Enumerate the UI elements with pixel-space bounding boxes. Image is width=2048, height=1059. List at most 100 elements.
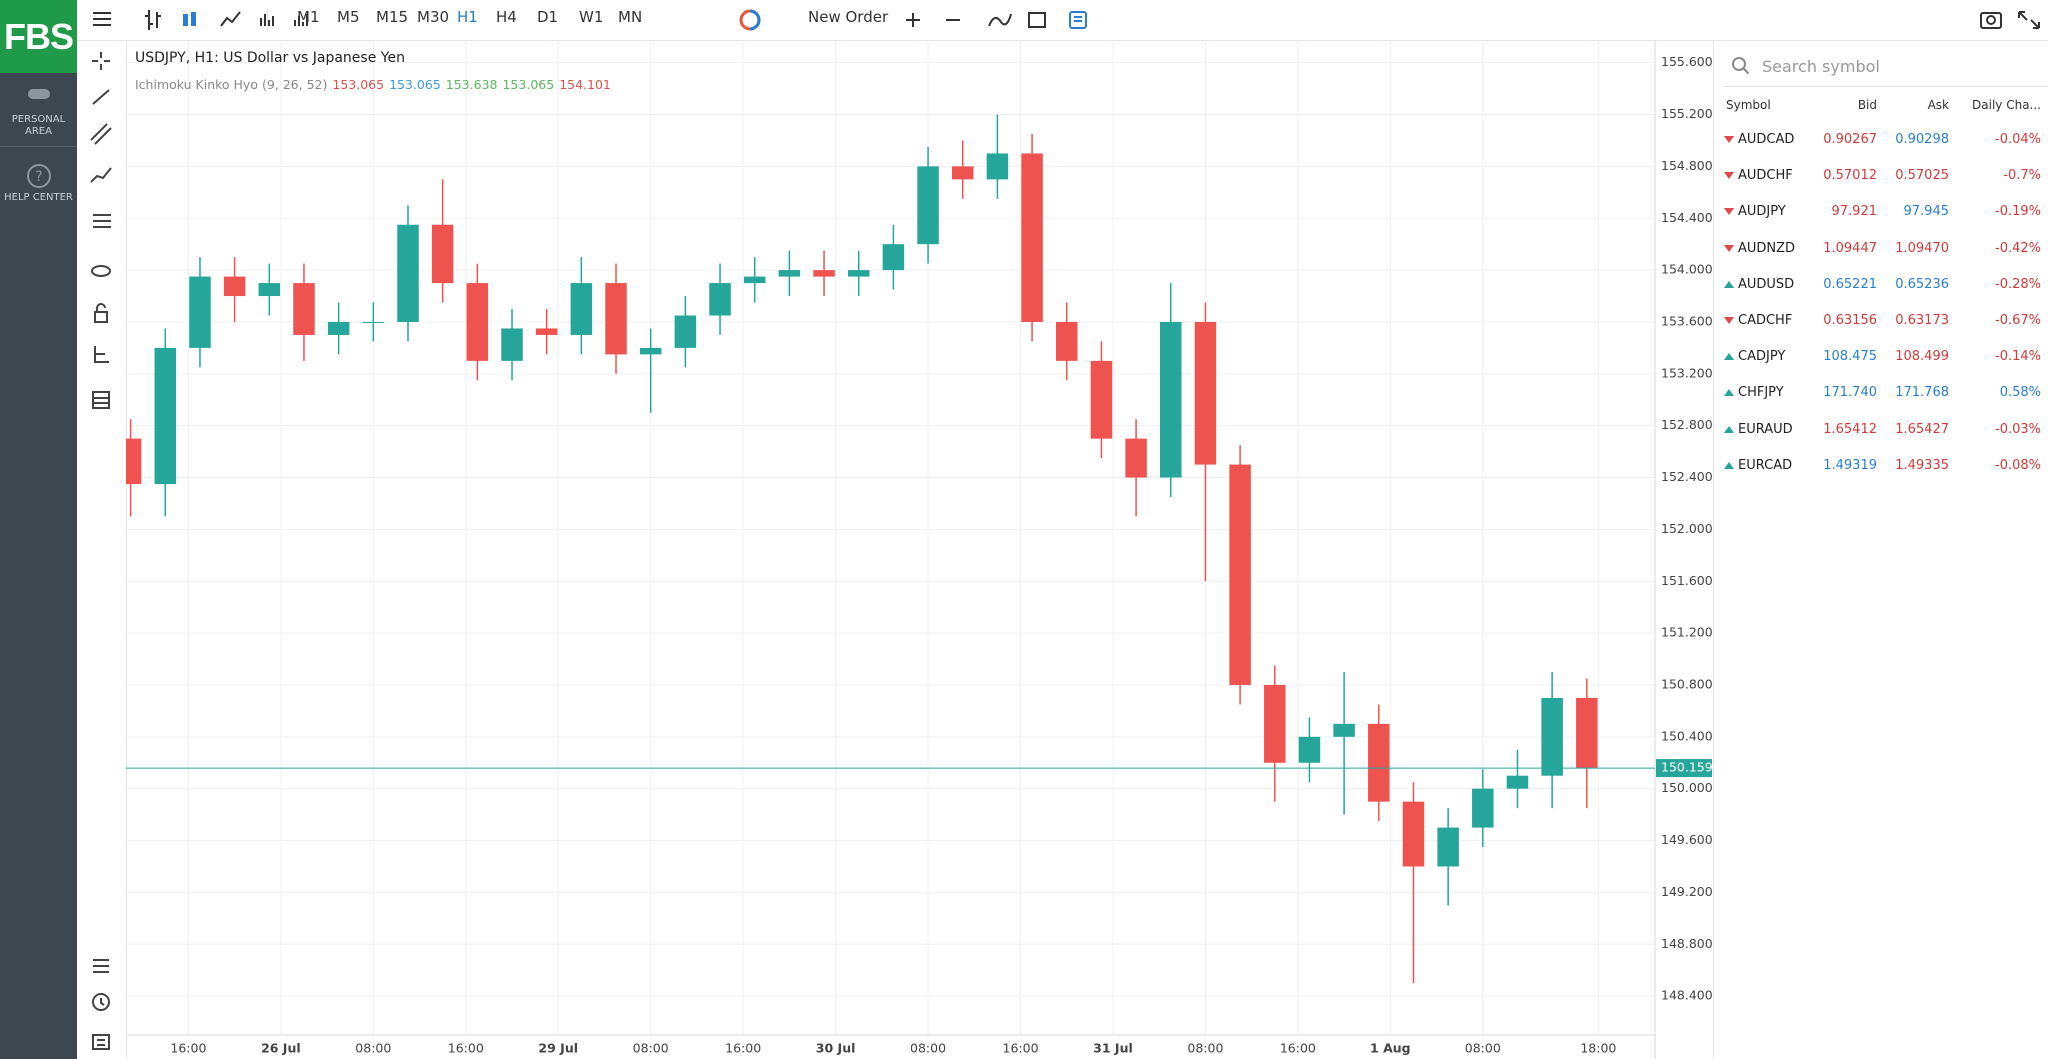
y-tick-label: 148.800 [1661, 936, 1713, 951]
cell-bid: 1.65412 [1823, 421, 1877, 437]
watchlist-header: Symbol Bid Ask Daily Cha... [1714, 88, 2048, 124]
watchlist-row[interactable]: EURAUD 1.65412 1.65427 -0.03% [1714, 412, 2048, 448]
indicator-value: 153.638 [446, 77, 498, 92]
column-header[interactable]: Bid [1857, 98, 1877, 112]
watchlist-row[interactable]: AUDCAD 0.90267 0.90298 -0.04% [1714, 122, 2048, 158]
candle-body [1021, 153, 1043, 322]
cell-ask: 171.768 [1895, 385, 1949, 401]
y-tick-label: 153.200 [1661, 365, 1713, 380]
cell-symbol: CADJPY [1738, 349, 1786, 365]
cell-change: -0.7% [2003, 168, 2041, 184]
y-tick-label: 153.600 [1661, 313, 1713, 328]
watchlist-row[interactable]: AUDUSD 0.65221 0.65236 -0.28% [1714, 267, 2048, 303]
separator [267, 8, 268, 32]
personal-icon [28, 89, 50, 99]
watchlist-row[interactable]: CADCHF 0.63156 0.63173 -0.67% [1714, 303, 2048, 339]
cell-symbol: AUDUSD [1738, 276, 1795, 292]
candle-body [1506, 775, 1529, 789]
y-tick-label: 148.400 [1661, 988, 1713, 1003]
chart-title: USDJPY, H1: US Dollar vs Japanese Yen [135, 50, 405, 66]
cell-symbol: AUDCHF [1738, 168, 1793, 184]
cell-ask: 1.65427 [1895, 421, 1949, 437]
indicator-name: Ichimoku Kinko Hyo (9, 26, 52) [135, 77, 327, 92]
trend-arrow [1724, 244, 1734, 252]
x-tick-label: 16:00 [725, 1041, 761, 1056]
timeframe-button[interactable]: M30 [417, 8, 450, 26]
timeframe-button[interactable]: MN [618, 8, 643, 26]
timeframe-button[interactable]: M5 [337, 8, 360, 26]
watchlist: Search symbol Symbol Bid Ask Daily Cha... AU… [1713, 40, 2048, 1059]
timeframe-button[interactable]: W1 [579, 8, 604, 26]
candle-body [189, 276, 211, 348]
cell-bid: 97.921 [1831, 204, 1878, 220]
column-header[interactable]: Daily Cha... [1972, 98, 2041, 112]
candle-body [1402, 801, 1425, 867]
cell-change: -0.19% [1995, 204, 2041, 220]
watchlist-row[interactable]: AUDJPY 97.921 97.945 -0.19% [1714, 194, 2048, 230]
y-tick-label: 151.600 [1661, 573, 1713, 588]
indicator-value: 153.065 [332, 77, 384, 92]
candle-body [126, 438, 142, 485]
candle-body [535, 328, 558, 335]
candle-body [362, 321, 385, 323]
candle-body [1576, 697, 1598, 768]
y-tick-label: 152.000 [1661, 521, 1713, 536]
y-tick-label: 149.600 [1661, 832, 1713, 847]
x-tick-label: 16:00 [448, 1041, 484, 1056]
watchlist-row[interactable]: AUDNZD 1.09447 1.09470 -0.42% [1714, 231, 2048, 267]
toolbar-icons [906, 11, 1087, 29]
cell-ask: 0.57025 [1895, 168, 1949, 184]
drawing-tools [77, 40, 127, 1059]
y-tick-label: 150.400 [1661, 728, 1713, 743]
new-order-button[interactable]: New Order [808, 8, 889, 26]
last-price-label: 150.159 [1661, 760, 1713, 775]
trend-arrow [1724, 389, 1734, 397]
candle-body [1229, 464, 1251, 685]
x-tick-label: 1 Aug [1370, 1041, 1411, 1056]
watchlist-row[interactable]: AUDCHF 0.57012 0.57025 -0.7% [1714, 158, 2048, 194]
indicator-legend: Ichimoku Kinko Hyo (9, 26, 52) 153.065 153… [135, 77, 611, 92]
svg-text:?: ? [35, 169, 42, 185]
candle-body [1090, 360, 1113, 439]
help-icon: ? [27, 164, 51, 188]
trend-arrow [1724, 353, 1734, 361]
timeframe-button[interactable]: M15 [376, 8, 409, 26]
cell-change: -0.42% [1995, 240, 2041, 256]
timeframe-button[interactable]: H1 [457, 8, 478, 26]
trend-arrow [1724, 280, 1734, 288]
watchlist-row[interactable]: EURCAD 1.49319 1.49335 -0.08% [1714, 448, 2048, 484]
watchlist-row[interactable]: CADJPY 108.475 108.499 -0.14% [1714, 339, 2048, 375]
cell-change: -0.67% [1995, 313, 2041, 328]
timeframe-button[interactable]: D1 [537, 8, 559, 26]
cell-symbol: AUDJPY [1738, 204, 1786, 220]
logo[interactable]: FBS [0, 0, 77, 73]
tool-icons [90, 52, 112, 1050]
timeframe-button[interactable]: H4 [496, 8, 517, 26]
candle-body [1472, 788, 1494, 828]
candle-body [1264, 684, 1286, 763]
cell-change: -0.03% [1995, 421, 2041, 437]
cell-symbol: AUDCAD [1738, 132, 1795, 147]
watchlist-row[interactable]: CHFJPY 171.740 171.768 0.58% [1714, 375, 2048, 411]
x-tick-label: 18:00 [1580, 1041, 1616, 1056]
candle-body [986, 153, 1009, 180]
cell-ask: 108.499 [1895, 349, 1949, 365]
help-center-link[interactable]: HELP CENTER [4, 192, 73, 203]
x-tick-label: 31 Jul [1093, 1041, 1133, 1056]
timeframe-button[interactable]: M1 [297, 8, 320, 26]
trend-arrow [1724, 425, 1734, 433]
column-header[interactable]: Symbol [1726, 98, 1771, 112]
column-header[interactable]: Ask [1927, 98, 1949, 112]
y-tick-label: 154.000 [1661, 262, 1713, 277]
x-tick-label: 08:00 [633, 1041, 669, 1056]
y-tick-label: 155.200 [1661, 106, 1713, 121]
menu-icon[interactable] [91, 8, 113, 30]
trend-arrow [1724, 317, 1734, 324]
search-input[interactable]: Search symbol [1762, 57, 1880, 76]
x-tick-label: 08:00 [355, 1041, 391, 1056]
cell-change: -0.08% [1995, 457, 2041, 473]
candle-body [293, 283, 315, 335]
y-tick-label: 150.000 [1661, 780, 1713, 795]
personal-area-link[interactable]: PERSONAL AREA [11, 114, 66, 137]
